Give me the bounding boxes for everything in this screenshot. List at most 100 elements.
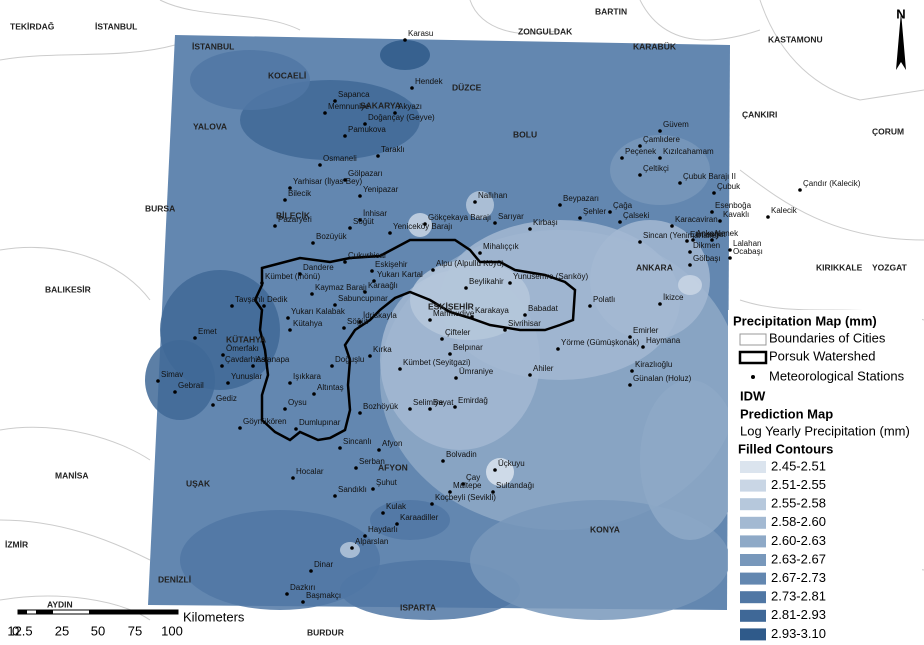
class-swatch — [740, 572, 766, 585]
station-label: Nallıhan — [478, 191, 507, 200]
station-dot — [262, 304, 266, 308]
station-label: Kaymaz Barajı — [315, 283, 367, 292]
station-label: Osmaneli — [323, 154, 357, 163]
station-dot — [688, 250, 692, 254]
legend: Precipitation Map (mm) Boundaries of Citi… — [733, 313, 910, 640]
station-dot — [628, 383, 632, 387]
contour-zone — [380, 40, 430, 70]
station-label: Karacaviran — [675, 215, 718, 224]
station-dot — [630, 369, 634, 373]
contour-zone — [190, 50, 310, 110]
station-dot — [260, 281, 264, 285]
station-dot — [294, 427, 298, 431]
legend-item: Porsuk Watershed — [769, 348, 875, 363]
station-label: Bolvadin — [446, 450, 477, 459]
station-label: Kirazlıoğlu — [635, 360, 672, 369]
station-dot — [658, 156, 662, 160]
station-dot — [358, 218, 362, 222]
contour-zone — [340, 542, 360, 558]
station-label: Yörme (Gümüşkonak) — [561, 338, 640, 347]
station-label: Söğüt — [353, 217, 375, 226]
station-label: Gediz — [216, 394, 237, 403]
station-dot — [493, 468, 497, 472]
contour-zone — [640, 380, 740, 540]
station-dot — [381, 511, 385, 515]
station-label: Çamlıdere — [643, 135, 680, 144]
station-label: Altıntaş — [317, 383, 344, 392]
class-swatch — [740, 554, 766, 566]
station-label: Çeltikçi — [643, 164, 669, 173]
legend-item: Meteorological Stations — [769, 368, 905, 383]
province-label: İZMİR — [5, 539, 28, 549]
class-label: 2.58-2.60 — [771, 514, 826, 529]
class-label: 2.45-2.51 — [771, 458, 826, 473]
north-arrow — [896, 12, 906, 70]
class-label: 2.51-2.55 — [771, 477, 826, 492]
station-label: Nenek — [715, 229, 739, 238]
station-dot — [288, 328, 292, 332]
class-label: 2.81-2.93 — [771, 607, 826, 622]
station-dot — [454, 376, 458, 380]
station-dot — [323, 111, 327, 115]
station-dot — [448, 490, 452, 494]
station-label: Dazkırı — [290, 583, 315, 592]
station-dot — [478, 251, 482, 255]
station-label: Kulak — [386, 502, 407, 511]
station-dot — [312, 392, 316, 396]
station-label: İkizce — [663, 293, 684, 302]
station-label: Bozhöyük — [363, 402, 399, 411]
station-label: Polatlı — [593, 295, 615, 304]
station-label: Çalseki — [623, 211, 649, 220]
station-label: Gökçekaya Barajı — [428, 213, 491, 222]
province-label: BARTIN — [595, 6, 627, 16]
province-label: KOCAELİ — [268, 70, 306, 80]
station-dot — [588, 304, 592, 308]
station-label: Pazaryeri — [278, 215, 312, 224]
province-label: MANİSA — [55, 470, 89, 480]
station-dot — [461, 482, 465, 486]
station-dot — [464, 286, 468, 290]
station-label: Hocalar — [296, 467, 324, 476]
station-label: Sabuncupınar — [338, 294, 388, 303]
contour-zone — [486, 458, 514, 486]
station-dot — [528, 373, 532, 377]
station-dot — [220, 364, 224, 368]
station-dot — [503, 328, 507, 332]
scale-tick-label: 100 — [161, 623, 183, 638]
station-label: Oysu — [288, 398, 307, 407]
class-swatch — [740, 516, 766, 529]
station-dot — [410, 86, 414, 90]
station-dot — [688, 263, 692, 267]
station-label: Mihalıççık — [483, 242, 520, 251]
station-dot — [710, 238, 714, 242]
station-dot — [358, 320, 362, 324]
station-dot — [370, 269, 374, 273]
station-label: Günalan (Holuz) — [633, 374, 692, 383]
station-label: Karakaya — [475, 306, 509, 315]
station-dot — [558, 203, 562, 207]
scale-tick-label: 75 — [128, 623, 142, 638]
station-dot — [291, 476, 295, 480]
station-label: Çandır (Kalecik) — [803, 179, 861, 188]
station-dot — [638, 240, 642, 244]
station-label: Yarhisar (İlyas Bey) — [293, 177, 363, 186]
province-label: BOLU — [513, 129, 537, 139]
station-dot — [310, 292, 314, 296]
legend-prediction: Prediction Map — [740, 406, 833, 421]
station-label: Karaağlı — [368, 281, 398, 290]
station-label: Çavdarhisar — [225, 355, 268, 364]
station-label: Koçbeyli (Sevikli) — [435, 493, 496, 502]
province-label: KÜTAHYA — [226, 334, 266, 344]
class-label: 2.73-2.81 — [771, 589, 826, 604]
station-dot — [309, 569, 313, 573]
station-label: Dedik — [267, 295, 288, 304]
station-label: Alparslan — [355, 537, 388, 546]
station-label: Gebrail — [178, 381, 204, 390]
province-label: BURSA — [145, 203, 175, 213]
class-label: 2.63-2.67 — [771, 551, 826, 566]
province-label: İSTANBUL — [192, 41, 234, 51]
station-label: Karaadiller — [400, 513, 439, 522]
station-label: Dandere — [303, 263, 334, 272]
station-dot — [343, 178, 347, 182]
